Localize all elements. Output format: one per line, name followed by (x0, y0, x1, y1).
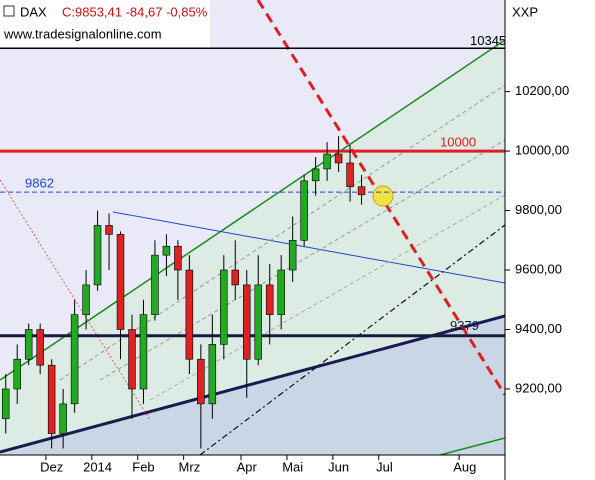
candle-body (323, 153, 331, 170)
x-tick-label: Mai (282, 459, 303, 474)
source: www.tradesignalonline.com (3, 26, 162, 41)
candle-body (357, 186, 366, 196)
y-tick-label: 9800,00 (515, 202, 562, 217)
candle-body (208, 344, 217, 405)
candle-body (24, 329, 33, 360)
symbol-icon (3, 5, 15, 17)
x-tick-label: Apr (237, 459, 258, 474)
candle-body (151, 254, 159, 315)
candle-body (47, 364, 56, 434)
candle-body (277, 269, 285, 315)
candle-body (254, 284, 262, 360)
candle-body (197, 358, 205, 405)
header-box (0, 0, 210, 48)
candle-body (1, 388, 10, 420)
candle-body (231, 269, 240, 286)
candle-body (220, 269, 228, 345)
x-tick-label: 2014 (83, 459, 112, 474)
y-tick-label: 9200,00 (515, 380, 562, 395)
x-tick-label: Feb (132, 459, 154, 474)
candle-body (288, 239, 297, 271)
y-tick-label: 9600,00 (515, 261, 562, 276)
x-tick-label: Aug (453, 459, 476, 474)
background (0, 0, 505, 455)
level-label: 9862 (25, 176, 54, 191)
candle-body (70, 314, 79, 405)
candle-body (346, 162, 354, 188)
candle-body (36, 329, 44, 366)
candle-body (93, 225, 102, 286)
candle-body (82, 284, 90, 315)
candle-body (116, 234, 125, 330)
candle-body (59, 403, 67, 434)
x-tick-label: Jul (376, 459, 393, 474)
candle-body (311, 168, 320, 182)
candle-body (265, 284, 274, 315)
level-label: 9379 (450, 318, 479, 333)
y-tick-label: 9400,00 (515, 321, 562, 336)
symbol: DAX (20, 4, 47, 19)
level-label: 10345 (470, 33, 506, 48)
x-tick-label: Jun (328, 459, 349, 474)
candle-body (334, 153, 343, 164)
axis-label: XXP (512, 4, 538, 19)
candle-body (128, 329, 136, 390)
level-label: 10000 (440, 135, 476, 150)
y-tick-label: 10000,00 (515, 143, 569, 158)
candle-body (139, 314, 148, 390)
candle-body (13, 358, 21, 390)
candle-body (243, 284, 251, 360)
candle-body (300, 180, 308, 241)
candle-body (174, 245, 182, 271)
x-tick-label: Dez (40, 459, 63, 474)
quote: C:9853,41 -84,67 -0,85% (62, 4, 208, 19)
candle-body (185, 269, 194, 360)
candle-body (162, 245, 171, 256)
candle-body (105, 225, 113, 235)
y-tick-label: 10200,00 (515, 83, 569, 98)
x-tick-label: Mrz (179, 459, 201, 474)
